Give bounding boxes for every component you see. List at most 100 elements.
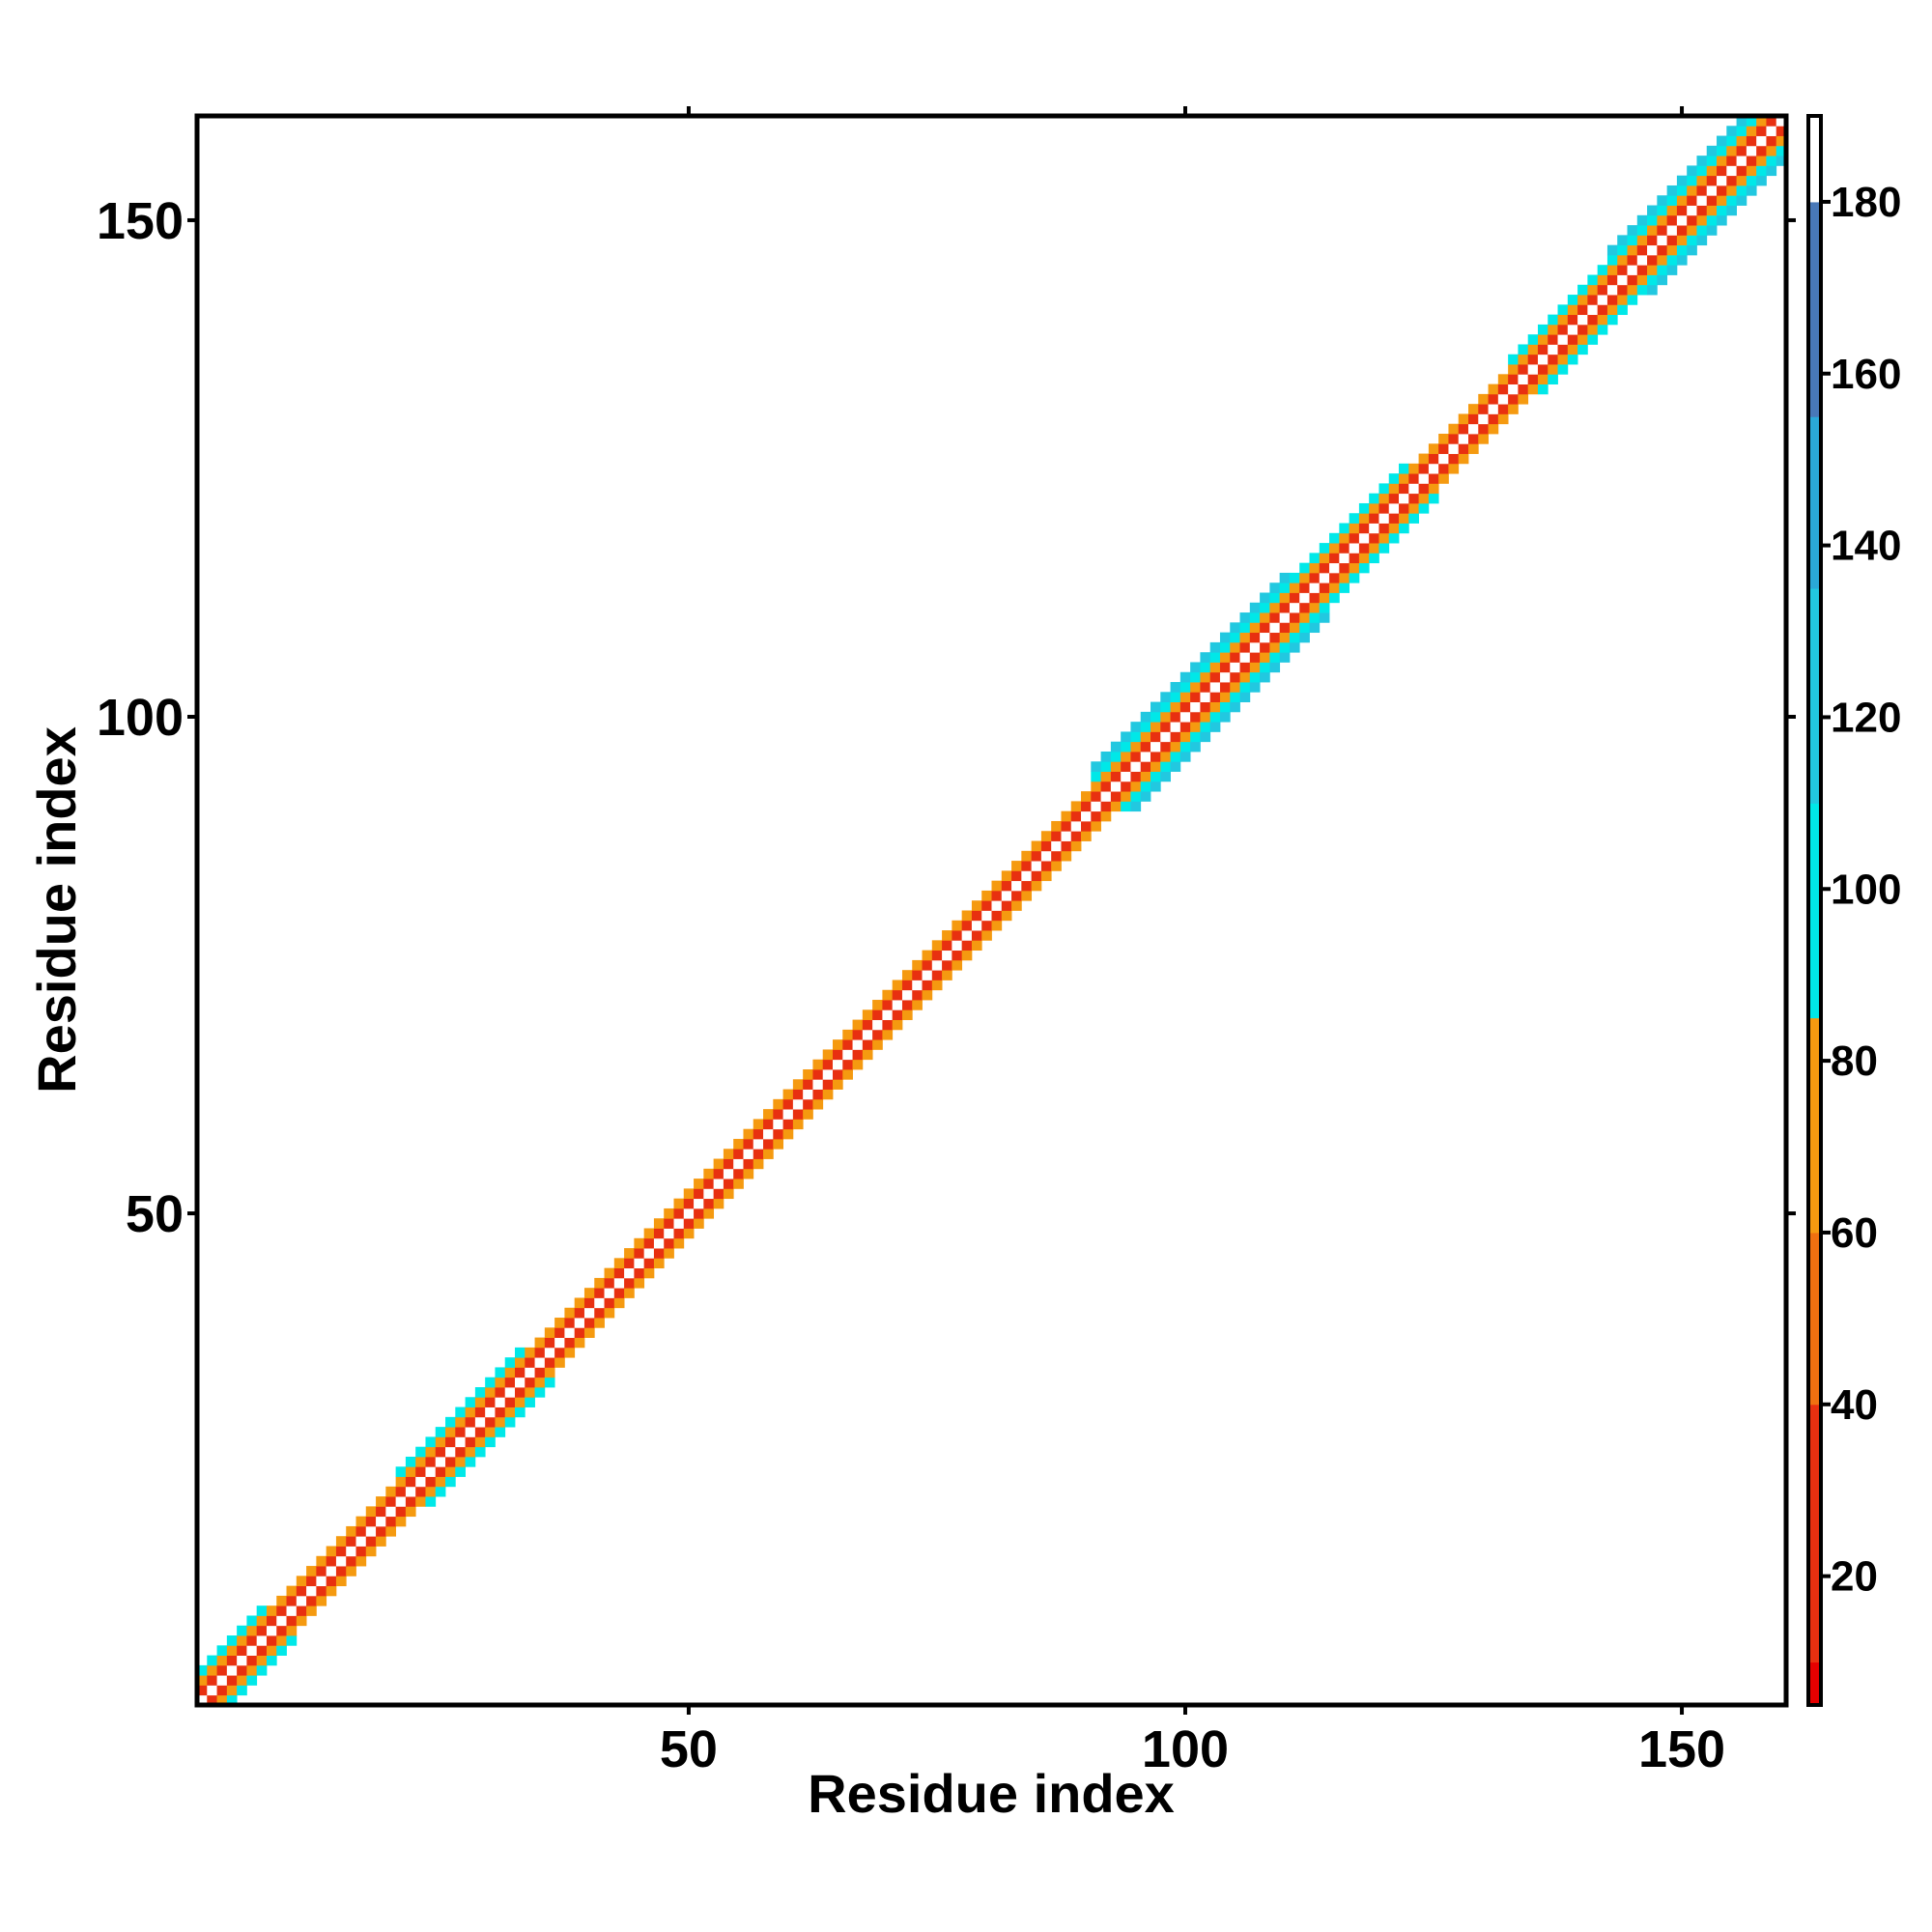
heatmap-cell xyxy=(335,1536,347,1547)
heatmap-cell xyxy=(1706,165,1718,177)
heatmap-cell xyxy=(1200,722,1211,732)
heatmap-cell xyxy=(991,910,1003,922)
heatmap-cell xyxy=(683,1218,695,1229)
heatmap-cell xyxy=(604,1307,615,1319)
heatmap-cell xyxy=(1657,195,1668,206)
heatmap-cell xyxy=(455,1436,466,1448)
heatmap-cell xyxy=(1369,523,1379,534)
heatmap-cell xyxy=(1200,692,1211,702)
y-tick-label: 150 xyxy=(97,192,184,250)
heatmap-cell xyxy=(1040,861,1052,871)
heatmap-cell xyxy=(1110,801,1122,812)
heatmap-cell xyxy=(1488,404,1499,414)
heatmap-cell xyxy=(694,1218,704,1229)
heatmap-cell xyxy=(1776,156,1787,166)
heatmap-cell xyxy=(376,1516,386,1527)
y-axis-label: Residue index xyxy=(26,726,87,1094)
heatmap-cell xyxy=(1021,850,1033,862)
heatmap-cell xyxy=(455,1406,466,1418)
heatmap-cell xyxy=(1249,671,1261,683)
heatmap-cell xyxy=(1378,523,1390,534)
heatmap-cell xyxy=(713,1198,724,1209)
heatmap-cell xyxy=(1458,423,1469,435)
heatmap-cell xyxy=(773,1119,783,1130)
heatmap-cell xyxy=(1249,602,1261,613)
heatmap-cell xyxy=(1617,265,1628,275)
heatmap-cell xyxy=(1309,592,1321,604)
heatmap-cell xyxy=(1706,225,1718,236)
heatmap-cell xyxy=(1140,752,1151,762)
heatmap-cell xyxy=(1438,473,1449,484)
heatmap-cell xyxy=(1121,781,1131,792)
heatmap-cell xyxy=(1339,582,1350,593)
heatmap-cell xyxy=(207,1694,217,1706)
heatmap-cell xyxy=(1399,483,1409,495)
heatmap-cell xyxy=(1011,861,1022,871)
heatmap-cell xyxy=(1756,175,1767,186)
heatmap-cell xyxy=(892,989,903,1001)
heatmap-cell xyxy=(1736,195,1747,206)
heatmap-cell xyxy=(1190,662,1201,673)
heatmap-cell xyxy=(1687,195,1697,206)
heatmap-cell xyxy=(1289,572,1300,583)
heatmap-cell xyxy=(1140,731,1151,743)
heatmap-cell xyxy=(901,1009,913,1020)
heatmap-cell xyxy=(1518,344,1529,355)
heatmap-cell xyxy=(1140,771,1151,782)
heatmap-cell xyxy=(1219,692,1231,702)
heatmap-cell xyxy=(335,1546,347,1557)
colorbar-ticks: 20 40 60 80 100 120 140 160 180 xyxy=(1821,179,1901,1601)
heatmap-cell xyxy=(922,989,933,1001)
heatmap-cell xyxy=(306,1595,317,1606)
heatmap-cell xyxy=(1756,135,1767,147)
heatmap-cell xyxy=(1676,205,1688,216)
heatmap-cell xyxy=(1478,434,1489,444)
heatmap-cell xyxy=(256,1645,268,1656)
heatmap-cell xyxy=(1209,671,1221,683)
heatmap-cell xyxy=(833,1049,843,1061)
heatmap-cell xyxy=(1706,195,1718,206)
heatmap-cell xyxy=(1378,493,1390,504)
heatmap-cell xyxy=(405,1506,416,1518)
heatmap-cell xyxy=(852,1049,864,1061)
heatmap-cell xyxy=(1408,473,1419,484)
heatmap-cell xyxy=(425,1486,437,1497)
heatmap-cell xyxy=(1756,126,1767,136)
heatmap-cell xyxy=(237,1635,247,1646)
heatmap-cell xyxy=(376,1506,386,1518)
heatmap-cell xyxy=(1081,831,1092,841)
heatmap-cell xyxy=(1329,572,1340,583)
heatmap-cell xyxy=(256,1625,268,1636)
heatmap-cell xyxy=(703,1208,715,1219)
heatmap-cell xyxy=(1249,612,1261,623)
heatmap-cell xyxy=(981,910,992,922)
heatmap-cell xyxy=(474,1397,486,1407)
heatmap-cell xyxy=(1170,711,1181,723)
heatmap-cell xyxy=(1577,344,1588,355)
heatmap-cell xyxy=(435,1436,446,1448)
heatmap-cell xyxy=(1160,771,1171,782)
heatmap-cell xyxy=(842,1039,853,1050)
heatmap-cell xyxy=(1329,532,1340,544)
heatmap-cell xyxy=(1687,205,1697,216)
heatmap-cell xyxy=(266,1655,277,1666)
heatmap-cell xyxy=(346,1555,356,1567)
colorbar-tick-label: 20 xyxy=(1831,1553,1878,1601)
heatmap-cell xyxy=(1051,840,1062,852)
heatmap-cell xyxy=(1736,165,1747,177)
colorbar-band xyxy=(1808,1232,1821,1406)
heatmap-cell xyxy=(1657,235,1668,246)
heatmap-cell xyxy=(415,1476,426,1488)
heatmap-cell xyxy=(971,930,982,941)
heatmap-cell xyxy=(1249,641,1261,653)
heatmap-cell xyxy=(1121,761,1131,772)
heatmap-cell xyxy=(1468,404,1479,414)
colorbar-band xyxy=(1808,803,1821,1019)
heatmap-cell xyxy=(624,1258,635,1269)
heatmap-cell xyxy=(1666,244,1678,256)
heatmap-cell xyxy=(495,1397,506,1407)
heatmap-cell xyxy=(1378,532,1390,544)
heatmap-cell xyxy=(1200,711,1211,723)
heatmap-cell xyxy=(1448,423,1460,435)
x-axis-label: Residue index xyxy=(808,1763,1175,1824)
